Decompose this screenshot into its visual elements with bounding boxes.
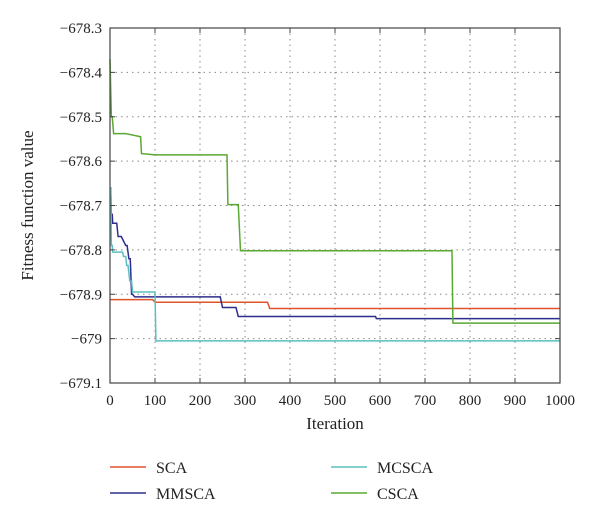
y-tick-label: −679 xyxy=(71,332,102,348)
x-tick-label: 600 xyxy=(369,393,392,409)
x-tick-label: 800 xyxy=(459,393,482,409)
series-line-csca xyxy=(109,59,560,324)
x-tick-label: 1000 xyxy=(545,393,575,409)
y-tick-label: −679.1 xyxy=(60,376,102,392)
series-lines xyxy=(109,59,560,342)
series-line-sca xyxy=(110,298,560,310)
x-tick-label: 200 xyxy=(189,393,212,409)
x-axis-title: Iteration xyxy=(306,414,364,433)
legend: SCA MMSCA MCSCA CSCA xyxy=(110,460,433,503)
y-tick-label: −678.3 xyxy=(60,21,102,37)
y-tick-label: −678.6 xyxy=(60,154,103,170)
y-tick-label: −678.9 xyxy=(60,287,102,303)
legend-label-csca: CSCA xyxy=(377,486,419,503)
y-tick-label: −678.5 xyxy=(60,110,102,126)
legend-label-mmsca: MMSCA xyxy=(156,486,216,503)
y-tick-label: −678.7 xyxy=(60,199,103,215)
x-tick-label: 100 xyxy=(144,393,167,409)
x-tick-label: 700 xyxy=(414,393,437,409)
x-tick-label: 400 xyxy=(279,393,302,409)
series-line-mmsca xyxy=(110,195,560,320)
y-axis-title: Fitness function value xyxy=(18,130,37,280)
grid-lines xyxy=(110,28,560,383)
y-tick-label: −678.8 xyxy=(60,243,102,259)
x-tick-label: 500 xyxy=(324,393,347,409)
x-tick-label: 900 xyxy=(504,393,527,409)
x-tick-label: 300 xyxy=(234,393,257,409)
legend-label-sca: SCA xyxy=(156,460,188,477)
legend-label-mcsca: MCSCA xyxy=(377,460,433,477)
series-line-mcsca xyxy=(110,187,560,342)
axis-ticks: 0 100 200 300 400 500 600 700 800 900 1000 −678.3 −6… xyxy=(60,21,575,409)
x-tick-label: 0 xyxy=(106,393,114,409)
y-tick-label: −678.4 xyxy=(60,65,103,81)
